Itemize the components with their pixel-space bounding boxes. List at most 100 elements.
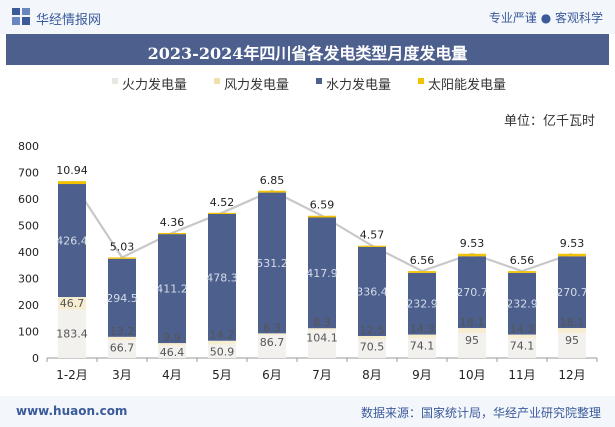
y-tick-label: 500 (18, 220, 39, 233)
data-label-hydro: 411.2 (156, 283, 188, 296)
bar-thermal (458, 332, 486, 358)
y-tick-label: 700 (18, 167, 39, 180)
x-tick-label: 1-2月 (56, 368, 88, 382)
bar-hydro (108, 258, 136, 337)
x-tick-label: 6月 (262, 368, 282, 382)
y-tick-label: 800 (18, 140, 39, 153)
y-tick-label: 600 (18, 193, 39, 206)
legend-label-thermal: 火力发电量 (122, 78, 188, 93)
bar-thermal (258, 335, 286, 358)
title-bar: 2023-2024年四川省各发电类型月度发电量 (6, 34, 609, 65)
data-label-hydro: 232.9 (506, 298, 538, 311)
bar-solar (108, 257, 136, 259)
data-label-solar: 5.03 (110, 240, 135, 253)
bar-hydro (358, 246, 386, 337)
x-tick-label: 9月 (412, 368, 432, 382)
data-label-thermal: 50.9 (210, 346, 235, 359)
bar-wind (108, 336, 136, 341)
data-label-wind: 13.2 (110, 325, 135, 338)
data-label-thermal: 46.4 (160, 346, 185, 359)
bar-wind (558, 328, 586, 333)
bar-wind (408, 334, 436, 339)
bar-solar (208, 212, 236, 214)
data-label-wind: 14.2 (210, 329, 235, 342)
header-bar: 华经情报网 专业严谨 ● 客观科学 (0, 0, 615, 34)
bar-wind (158, 343, 186, 346)
data-label-thermal: 70.5 (360, 340, 385, 353)
data-label-solar: 9.53 (560, 237, 585, 250)
data-label-thermal: 95 (565, 334, 579, 347)
legend-swatch-thermal (112, 78, 118, 84)
bar-thermal (208, 344, 236, 358)
legend-swatch-solar (418, 78, 424, 84)
bar-thermal (408, 338, 436, 358)
data-label-hydro: 417.9 (306, 267, 338, 280)
bar-thermal (508, 338, 536, 358)
bar-solar (558, 253, 586, 257)
legend-label-hydro: 水力发电量 (326, 78, 392, 93)
data-label-wind: 6.3 (263, 321, 281, 334)
x-tick-label: 4月 (162, 368, 182, 382)
data-label-wind: 14.3 (510, 323, 535, 336)
data-label-solar: 10.94 (56, 164, 88, 177)
legend-swatch-wind (214, 78, 220, 84)
footer-url: www.huaon.com (16, 404, 128, 418)
data-label-solar: 4.36 (160, 216, 185, 229)
data-label-thermal: 183.4 (56, 328, 88, 341)
data-label-solar: 6.56 (410, 254, 435, 267)
bar-hydro (458, 256, 486, 329)
bar-solar (408, 271, 436, 273)
bar-solar (358, 245, 386, 247)
bar-wind (308, 328, 336, 331)
data-label-wind: 9.9 (163, 331, 181, 344)
data-label-solar: 4.52 (210, 196, 235, 209)
brand-name: 华经情报网 (36, 13, 102, 28)
chart-legend: 火力发电量 风力发电量 水力发电量 太阳能发电量 (0, 74, 615, 94)
bar-solar (258, 190, 286, 193)
huajing-logo-icon (12, 8, 30, 25)
footer-bar: www.huaon.com 数据来源：国家统计局，华经产业研究院整理 (0, 396, 615, 427)
bar-solar (58, 181, 86, 185)
data-label-thermal: 66.7 (110, 341, 135, 354)
legend-swatch-hydro (316, 78, 322, 84)
data-label-wind: 12.5 (360, 324, 385, 337)
data-label-wind: 8.3 (313, 316, 331, 329)
bar-hydro (58, 184, 86, 298)
data-label-solar: 4.57 (360, 229, 385, 242)
bar-thermal (58, 309, 86, 358)
y-tick-label: 100 (18, 326, 39, 339)
legend-label-wind: 风力发电量 (224, 78, 290, 93)
bar-hydro (408, 272, 436, 335)
data-label-thermal: 95 (465, 334, 479, 347)
bar-hydro (258, 192, 286, 334)
data-label-thermal: 86.7 (260, 336, 285, 349)
bar-hydro (208, 213, 236, 341)
bar-wind (458, 328, 486, 333)
bar-thermal (558, 332, 586, 358)
data-label-hydro: 270.7 (556, 286, 588, 299)
x-tick-label: 11月 (508, 368, 535, 382)
data-label-hydro: 232.9 (406, 298, 438, 311)
slogan: 专业严谨 ● 客观科学 (488, 11, 603, 25)
data-label-hydro: 426.4 (56, 235, 88, 248)
x-tick-label: 10月 (458, 368, 485, 382)
data-label-solar: 6.59 (310, 199, 335, 212)
bar-thermal (158, 345, 186, 358)
data-label-hydro: 336.4 (356, 285, 388, 298)
bar-thermal (308, 330, 336, 358)
y-tick-label: 200 (18, 299, 39, 312)
y-tick-label: 0 (32, 352, 39, 365)
chart-title: 2023-2024年四川省各发电类型月度发电量 (147, 44, 468, 63)
data-label-solar: 6.85 (260, 174, 285, 187)
data-source: 数据来源：国家统计局，华经产业研究院整理 (360, 406, 601, 420)
bar-thermal (358, 339, 386, 358)
data-label-wind: 14.3 (410, 323, 435, 336)
data-label-hydro: 478.3 (206, 271, 238, 284)
unit-label: 单位：亿千瓦时 (503, 114, 595, 129)
bar-wind (208, 340, 236, 345)
bar-wind (508, 334, 536, 339)
data-label-solar: 6.56 (510, 254, 535, 267)
y-tick-label: 400 (18, 246, 39, 259)
data-label-wind: 46.7 (60, 297, 85, 310)
